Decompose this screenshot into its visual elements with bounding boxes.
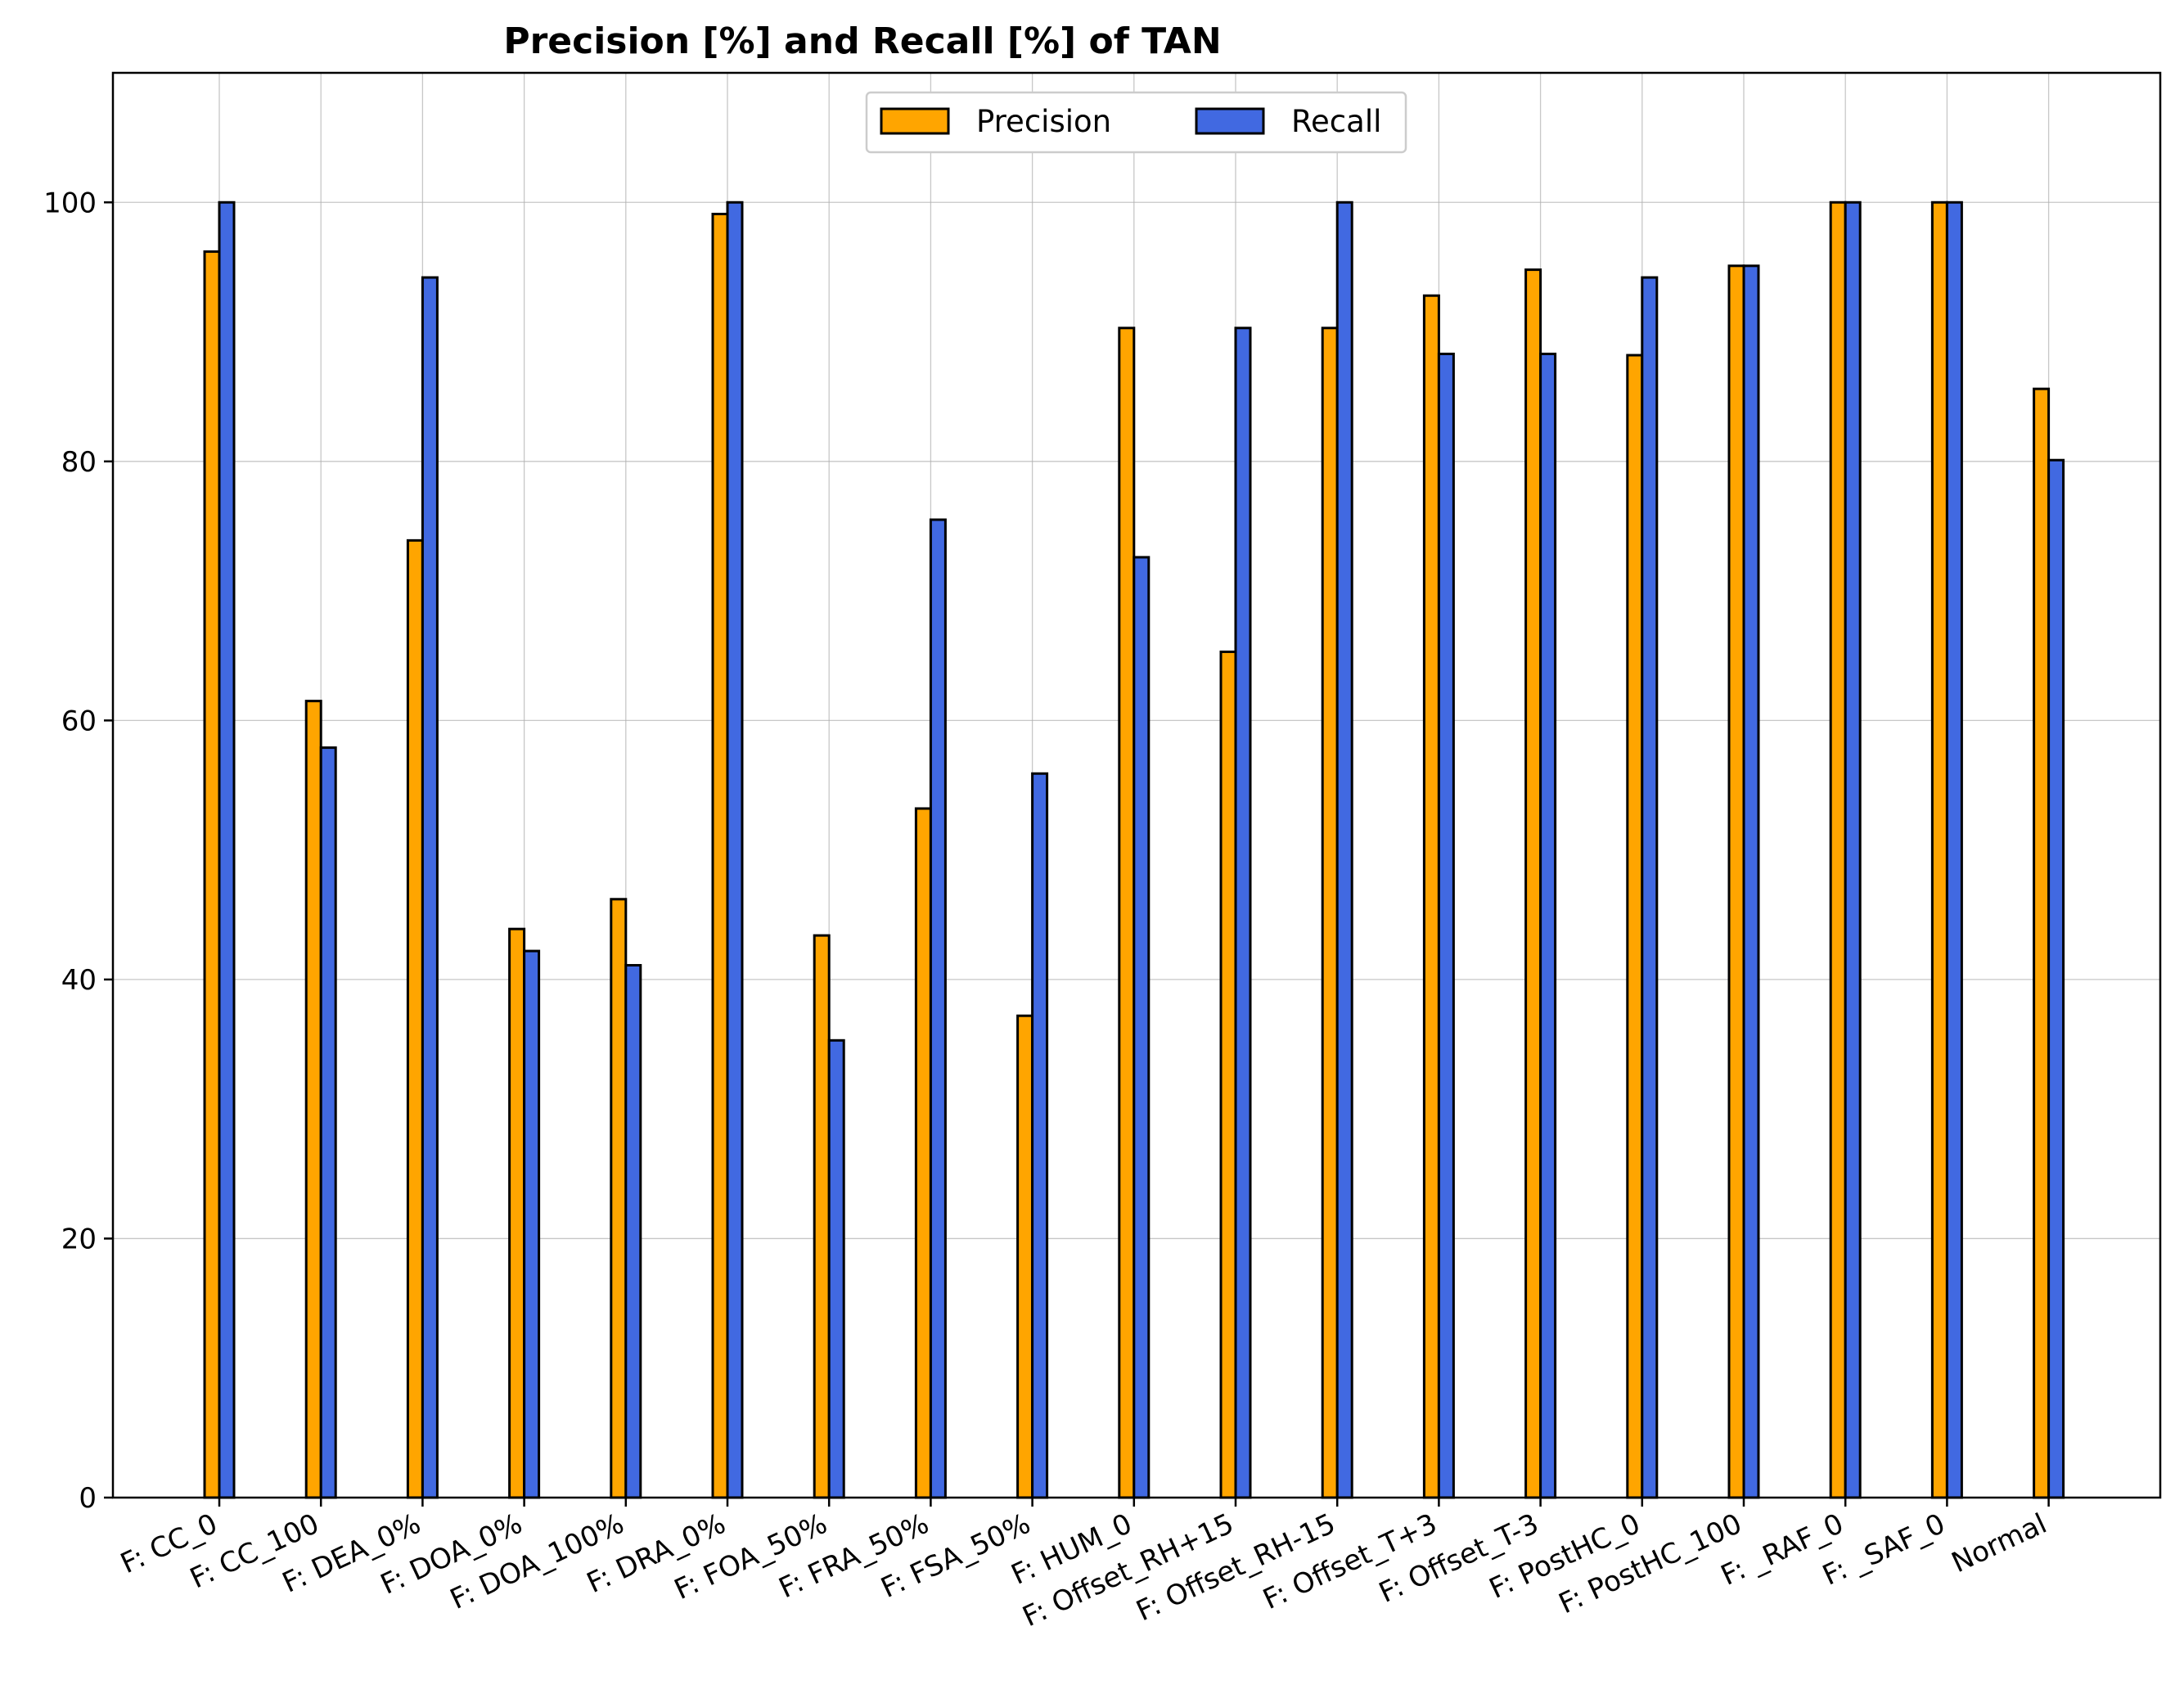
bar-recall-17	[1945, 200, 1963, 1499]
bar-recall-9	[1133, 556, 1151, 1499]
plot-frame	[111, 71, 2162, 1499]
bar-precision-6	[813, 934, 831, 1499]
legend-label-precision: Precision	[976, 104, 1111, 139]
bar-precision-7	[914, 807, 932, 1499]
bar-recall-4	[624, 963, 642, 1499]
bar-precision-8	[1016, 1014, 1034, 1499]
legend-label-recall: Recall	[1291, 104, 1381, 139]
y-tick-label: 0	[79, 1482, 97, 1515]
y-tick-label: 60	[61, 705, 97, 737]
y-tick-label: 40	[61, 964, 97, 997]
bar-precision-4	[610, 898, 628, 1499]
bar-precision-11	[1321, 327, 1339, 1499]
x-tick-label: Normal	[1947, 1507, 2051, 1579]
bar-recall-7	[929, 518, 947, 1499]
bar-precision-17	[1930, 200, 1948, 1499]
bar-precision-16	[1829, 200, 1847, 1499]
bar-recall-6	[827, 1038, 845, 1499]
bar-recall-3	[523, 949, 541, 1499]
bar-recall-18	[2047, 458, 2065, 1499]
bar-precision-5	[711, 213, 729, 1499]
bar-recall-12	[1437, 352, 1455, 1499]
bar-precision-14	[1626, 354, 1644, 1499]
bar-recall-14	[1641, 276, 1659, 1499]
bar-precision-3	[508, 927, 526, 1499]
bar-precision-10	[1219, 650, 1237, 1499]
bar-precision-12	[1422, 294, 1440, 1499]
y-tick-label: 100	[43, 187, 97, 219]
chart-title: Precision [%] and Recall [%] of TAN	[503, 20, 1221, 62]
bars-layer	[203, 200, 2065, 1499]
legend-swatch-precision	[880, 107, 950, 135]
bar-recall-10	[1234, 327, 1252, 1499]
bar-precision-0	[203, 250, 221, 1499]
bar-precision-2	[406, 538, 424, 1499]
y-tick-label: 80	[61, 446, 97, 479]
legend: Precision Recall	[865, 91, 1407, 154]
bar-precision-15	[1727, 264, 1745, 1499]
bar-recall-16	[1844, 200, 1862, 1499]
y-tick-label: 20	[61, 1223, 97, 1255]
bar-recall-2	[421, 276, 439, 1499]
bar-recall-8	[1031, 772, 1049, 1499]
legend-swatch-recall	[1195, 107, 1265, 135]
bar-recall-11	[1335, 200, 1353, 1499]
bar-precision-1	[304, 700, 322, 1499]
bar-recall-13	[1539, 352, 1557, 1499]
bar-precision-18	[2033, 387, 2051, 1499]
legend-frame	[865, 91, 1407, 154]
bar-recall-5	[726, 200, 744, 1499]
bar-precision-13	[1524, 268, 1542, 1499]
bar-precision-9	[1118, 327, 1136, 1499]
bar-recall-1	[319, 746, 337, 1499]
bar-recall-0	[218, 200, 236, 1499]
bar-recall-15	[1742, 264, 1760, 1499]
